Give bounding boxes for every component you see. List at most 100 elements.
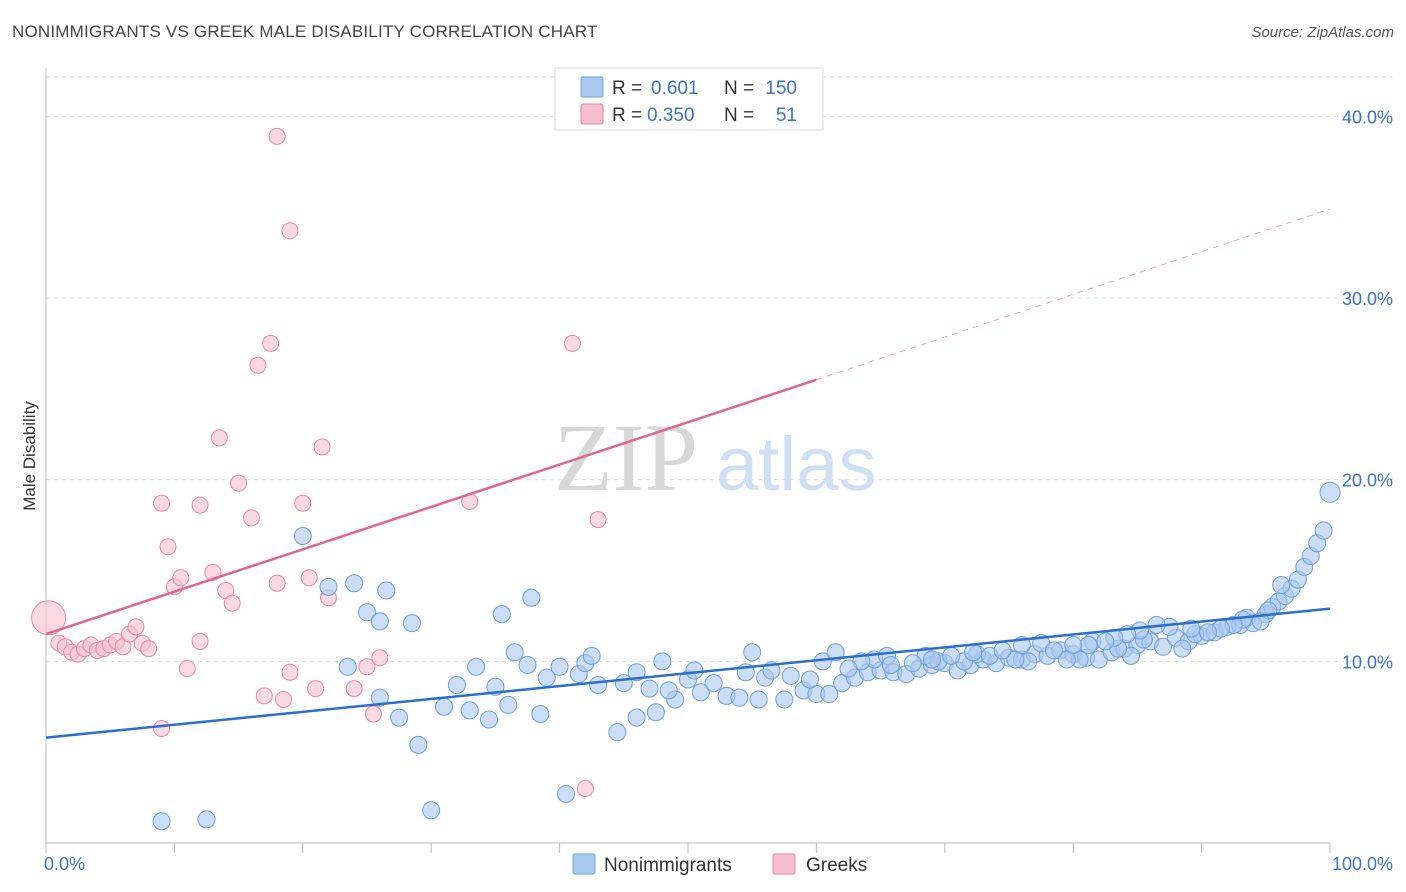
greeks-point xyxy=(313,438,331,456)
legend-n-value: 51 xyxy=(776,105,797,126)
nonimmigrants-point xyxy=(993,641,1012,660)
nonimmigrants-point xyxy=(691,683,710,702)
greeks-point xyxy=(159,538,177,556)
nonimmigrants-point xyxy=(390,708,409,727)
bottom-legend-swatch-nonimmigrants xyxy=(572,853,596,875)
nonimmigrants-point xyxy=(646,703,665,722)
legend-r-value: 0.601 xyxy=(651,78,699,99)
y-tick-labels: 10.0% 20.0% 30.0% 40.0% xyxy=(1342,107,1393,672)
greeks-point xyxy=(563,334,581,352)
greeks-point xyxy=(178,660,196,678)
watermark-zip: ZIP xyxy=(554,404,698,511)
nonimmigrants-point xyxy=(358,603,376,622)
nonimmigrants-point xyxy=(704,674,723,693)
legend-r-value: 0.350 xyxy=(647,105,695,126)
nonimmigrants-point xyxy=(460,701,479,720)
greeks-point xyxy=(127,618,145,636)
nonimmigrants-point xyxy=(319,577,338,596)
legend-top: R = 0.601 N = 150 R = 0.350 N = 51 xyxy=(554,67,824,131)
legend-n-value: 150 xyxy=(765,78,797,99)
y-tick-label: 30.0% xyxy=(1342,289,1393,309)
nonimmigrants-point xyxy=(409,735,428,754)
greeks-point xyxy=(268,127,286,145)
nonimmigrants-point xyxy=(402,614,421,633)
nonimmigrants-point xyxy=(1079,635,1098,654)
nonimmigrants-point xyxy=(531,705,550,724)
nonimmigrants-point xyxy=(820,685,839,704)
nonimmigrants-point xyxy=(293,526,312,545)
greeks-point xyxy=(307,680,325,698)
nonimmigrants-point xyxy=(1096,632,1115,651)
y-tick-label: 40.0% xyxy=(1342,107,1393,127)
greeks-points xyxy=(31,127,607,797)
nonimmigrants-point xyxy=(749,690,768,709)
nonimmigrants-point xyxy=(826,643,845,662)
trend-lines xyxy=(45,208,1331,739)
nonimmigrants-point xyxy=(582,646,601,665)
nonimmigrants-point xyxy=(942,646,961,665)
greeks-point xyxy=(172,569,190,587)
nonimmigrants-point xyxy=(1314,521,1333,540)
greeks-point xyxy=(281,663,299,681)
nonimmigrants-point xyxy=(345,574,364,593)
nonimmigrants-point xyxy=(730,688,749,707)
greeks-point xyxy=(242,509,260,527)
greeks-point xyxy=(191,632,209,650)
nonimmigrants-point xyxy=(550,657,569,676)
greeks-trend-line xyxy=(45,378,817,636)
nonimmigrants-point xyxy=(435,697,454,716)
y-axis-title: Male Disability xyxy=(20,401,39,511)
nonimmigrants-point xyxy=(467,657,486,676)
gridlines xyxy=(46,76,1393,662)
bottom-legend-swatch-greeks xyxy=(772,853,796,875)
nonimmigrants-point xyxy=(370,612,389,631)
nonimmigrants-point xyxy=(640,679,659,698)
greeks-point xyxy=(275,690,293,708)
nonimmigrants-point xyxy=(505,643,524,662)
nonimmigrants-point xyxy=(370,688,389,707)
x-tick-label-min: 0.0% xyxy=(44,854,85,874)
legend-r-label: R = xyxy=(612,78,642,99)
nonimmigrants-point xyxy=(522,588,541,607)
nonimmigrants-point xyxy=(377,581,396,600)
nonimmigrants-point xyxy=(1272,576,1291,595)
nonimmigrants-point xyxy=(627,708,646,727)
nonimmigrants-point xyxy=(499,695,518,714)
greeks-point xyxy=(153,720,171,738)
legend-r-label: R = xyxy=(612,105,642,126)
nonimmigrants-point xyxy=(659,681,678,700)
greeks-trend-extension xyxy=(816,208,1331,381)
greeks-point xyxy=(255,687,273,705)
nonimmigrants-point xyxy=(1044,641,1063,660)
nonimmigrants-point xyxy=(775,690,794,709)
legend-swatch-nonimmigrants xyxy=(580,76,604,98)
x-tick-label-max: 100.0% xyxy=(1332,854,1393,874)
legend-bottom: Nonimmigrants Greeks xyxy=(572,853,867,876)
greeks-point xyxy=(371,649,389,667)
nonimmigrants-point xyxy=(557,784,576,803)
nonimmigrants-point xyxy=(1064,635,1083,654)
greeks-point xyxy=(589,511,607,529)
y-tick-label: 10.0% xyxy=(1342,652,1393,672)
legend-swatch-greeks xyxy=(580,103,604,125)
nonimmigrants-point xyxy=(447,675,466,694)
nonimmigrants-point xyxy=(839,659,858,678)
greeks-point xyxy=(300,569,318,587)
nonimmigrants-point xyxy=(152,812,171,831)
greeks-point xyxy=(345,680,363,698)
greeks-point xyxy=(140,640,158,658)
nonimmigrants-point xyxy=(479,710,498,729)
nonimmigrants-point xyxy=(881,655,900,674)
axes xyxy=(45,68,1331,853)
nonimmigrants-point xyxy=(338,657,357,676)
y-tick-label: 20.0% xyxy=(1342,471,1393,491)
greeks-point xyxy=(268,574,286,592)
chart-source: Source: ZipAtlas.com xyxy=(1251,24,1394,41)
nonimmigrants-point xyxy=(1173,639,1192,658)
nonimmigrants-points xyxy=(152,481,1341,831)
greeks-point xyxy=(31,600,67,636)
greeks-point xyxy=(210,429,228,447)
nonimmigrants-point xyxy=(781,666,800,685)
nonimmigrants-point xyxy=(800,670,819,689)
